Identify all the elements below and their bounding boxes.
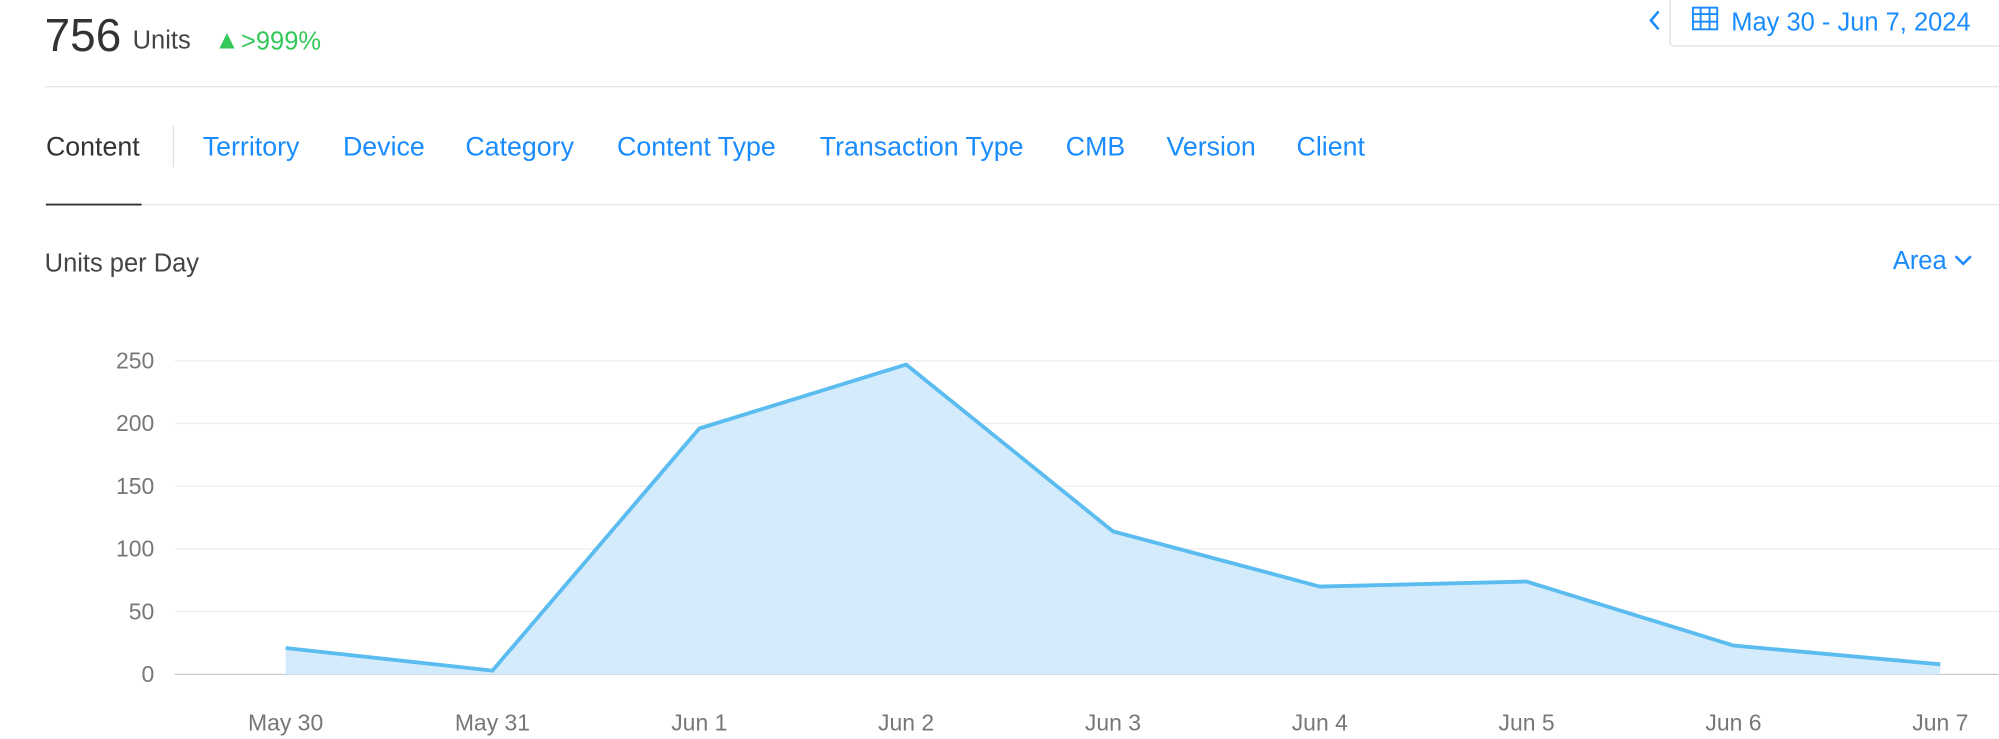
tab[interactable]: Transaction Type	[820, 132, 1024, 162]
up-arrow	[219, 33, 235, 49]
tab[interactable]: CMB	[1066, 132, 1125, 162]
unit: Units	[133, 26, 191, 54]
area-line	[285, 362, 1941, 673]
y-tick-label: 100	[116, 536, 154, 562]
date-picker[interactable]	[1669, 0, 1999, 47]
date-range[interactable]: May 30 - Jun 7, 2024	[1731, 9, 1970, 37]
x-tick-label: Jun 5	[1499, 709, 1555, 735]
tab[interactable]: Device	[343, 132, 425, 162]
tab[interactable]: Content Type	[617, 132, 776, 162]
tab[interactable]: Version	[1166, 132, 1255, 162]
y-tick-label: 0	[142, 661, 155, 687]
tab[interactable]: Territory	[203, 132, 300, 162]
area-fill	[285, 364, 1941, 675]
x-tick-label: May 31	[455, 709, 530, 735]
tab-bar: Content Territory Device Category Content Ty…	[46, 132, 1366, 162]
calendar-icon	[1692, 6, 1719, 31]
total: 756	[45, 9, 122, 61]
change: >999%	[241, 28, 321, 56]
chart-title: Units per Day	[45, 250, 200, 278]
x-tick-label: May 30	[248, 709, 323, 735]
tab[interactable]: Category	[465, 132, 574, 162]
y-tick-label: 250	[116, 347, 154, 373]
prev-button[interactable]	[1649, 10, 1660, 31]
view-selector[interactable]: Area	[1893, 247, 1948, 275]
x-tick-label: Jun 2	[878, 709, 934, 735]
x-tick-label: Jun 1	[671, 709, 727, 735]
tab[interactable]: Client	[1297, 132, 1366, 162]
chart: 0 50 100 150 200 250 May 30 May 31 Jun 1 Jun 2 Jun…	[116, 347, 1999, 735]
y-tick-label: 200	[116, 410, 154, 436]
dropdown-chevron	[1954, 255, 1972, 266]
x-tick-label: Jun 3	[1085, 709, 1141, 735]
y-tick-label: 150	[116, 473, 154, 499]
y-tick-label: 50	[129, 598, 155, 624]
x-tick-label: Jun 7	[1912, 709, 1968, 735]
x-tick-label: Jun 4	[1292, 709, 1348, 735]
tab[interactable]: Content	[46, 132, 140, 162]
x-tick-label: Jun 6	[1705, 709, 1761, 735]
